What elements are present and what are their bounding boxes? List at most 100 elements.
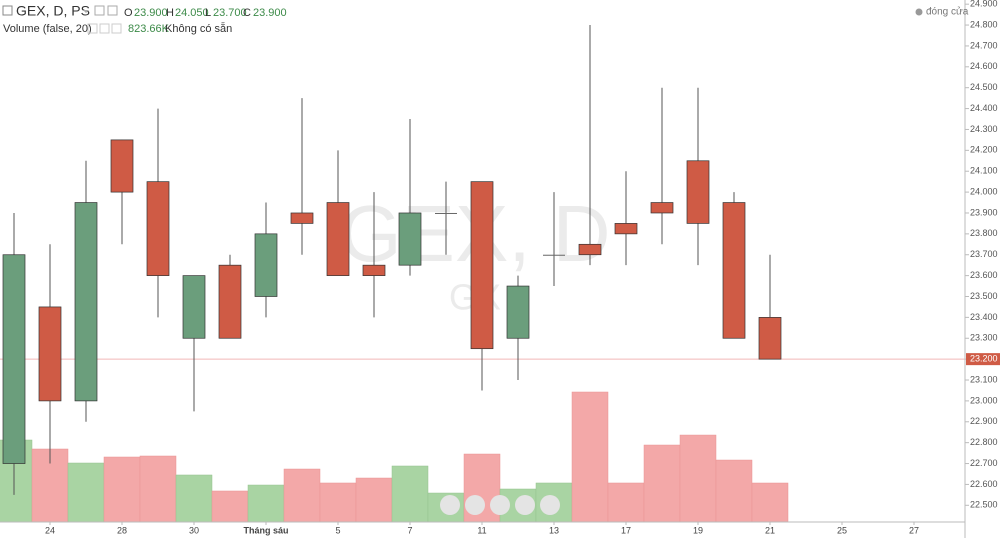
candle-body xyxy=(182,275,206,339)
y-tick-label: 23.700 xyxy=(970,249,998,259)
candle-body xyxy=(110,139,134,193)
caret[interactable] xyxy=(83,10,89,13)
candle-body xyxy=(326,202,350,276)
volume-bar xyxy=(643,444,681,523)
y-tick-label: 23.400 xyxy=(970,312,998,322)
x-tick-label: 28 xyxy=(117,525,127,535)
x-tick-label: 5 xyxy=(335,525,340,535)
candle-body xyxy=(74,202,98,402)
icon[interactable] xyxy=(99,23,110,34)
candle-body xyxy=(362,264,386,276)
legend: GEX, D, PS O 23.900 H 24.050 L 23.700 C … xyxy=(2,3,969,35)
y-tick-label: 23.600 xyxy=(970,270,998,280)
status: đóng cửa xyxy=(926,6,969,18)
label: L xyxy=(205,7,211,19)
volume-bar xyxy=(751,482,789,523)
x-tick-label: 24 xyxy=(45,525,55,535)
candle-body xyxy=(218,264,242,339)
y-tick-label: 23.300 xyxy=(970,333,998,343)
candle-body xyxy=(290,212,314,224)
label: H xyxy=(166,7,174,19)
nav-buttons xyxy=(440,495,560,515)
y-tick-label: 23.500 xyxy=(970,291,998,301)
y-tick-label: 24.500 xyxy=(970,82,998,92)
value: 23.700 xyxy=(213,7,247,19)
volume-bar xyxy=(175,474,213,523)
volume-bar xyxy=(571,391,609,523)
value: 23.900 xyxy=(253,7,287,19)
volume-bar xyxy=(319,482,357,523)
y-tick-label: 22.800 xyxy=(970,437,998,447)
plot xyxy=(0,25,965,523)
candle-body xyxy=(435,212,457,214)
last-price-label: 23.200 xyxy=(970,354,998,364)
volume-bar xyxy=(211,490,249,523)
x-tick-label: 7 xyxy=(407,525,412,535)
candle-body xyxy=(578,243,602,256)
candle-body xyxy=(398,212,422,266)
candle-body xyxy=(38,306,62,402)
volume-note: Không có sẵn xyxy=(165,22,232,35)
volume-bar xyxy=(679,434,717,523)
volume-bar xyxy=(67,462,105,523)
x-tick-label: 19 xyxy=(693,525,703,535)
y-tick-label: 24.600 xyxy=(970,61,998,71)
volume-title: Volume (false, 20) xyxy=(3,23,92,35)
last-price-tag xyxy=(966,353,1000,366)
candle-body xyxy=(722,202,746,339)
volume-bar xyxy=(607,482,645,523)
y-tick-label: 24.700 xyxy=(970,40,998,50)
y-tick-label: 24.400 xyxy=(970,103,998,113)
y-tick-label: 24.800 xyxy=(970,19,998,29)
y-tick-label: 22.700 xyxy=(970,458,998,468)
volume-bar xyxy=(355,477,393,523)
candle-body xyxy=(686,160,710,224)
x-tick-label: 27 xyxy=(909,525,919,535)
x-tick-label: Tháng sáu xyxy=(243,525,288,535)
volume-value: 823.66K xyxy=(128,23,170,35)
candle-body xyxy=(650,202,674,214)
candle-body xyxy=(2,254,26,464)
icon[interactable] xyxy=(94,5,105,16)
volume-bar xyxy=(103,456,141,523)
candle-body xyxy=(146,181,170,276)
volume-bar xyxy=(139,455,177,523)
volume-bar xyxy=(283,468,321,523)
symbol: GEX, D, PS xyxy=(16,3,90,19)
y-tick-label: 23.800 xyxy=(970,228,998,238)
label: C xyxy=(243,7,251,19)
y-tick-label: 22.500 xyxy=(970,500,998,510)
candle-body xyxy=(254,233,278,297)
status-dot xyxy=(915,8,923,16)
candle-body xyxy=(614,223,638,235)
y-tick-label: 24.300 xyxy=(970,124,998,134)
collapse-icon[interactable] xyxy=(2,5,13,16)
volume-bar xyxy=(715,459,753,523)
x-tick-label: 25 xyxy=(837,525,847,535)
scroll-right[interactable] xyxy=(540,495,560,515)
reset[interactable] xyxy=(490,495,510,515)
scroll-left[interactable] xyxy=(440,495,460,515)
y-tick-label: 22.900 xyxy=(970,416,998,426)
volume-bar xyxy=(391,465,429,523)
x-tick-label: 17 xyxy=(621,525,631,535)
candle-body xyxy=(506,285,530,339)
value: 24.050 xyxy=(175,7,209,19)
x-tick-label: 30 xyxy=(189,525,199,535)
candle-body xyxy=(470,181,494,350)
zoom-in[interactable] xyxy=(515,495,535,515)
icon[interactable] xyxy=(87,23,98,34)
zoom-out[interactable] xyxy=(465,495,485,515)
x-tick-label: 13 xyxy=(549,525,559,535)
value: 23.900 xyxy=(134,7,168,19)
icon[interactable] xyxy=(111,23,122,34)
y-tick-label: 24.000 xyxy=(970,186,998,196)
y-tick-label: 22.600 xyxy=(970,479,998,489)
icon[interactable] xyxy=(107,5,118,16)
x-tick-label: 11 xyxy=(477,525,486,535)
candle-body xyxy=(758,317,782,360)
y-tick-label: 24.900 xyxy=(970,0,998,9)
y-tick-label: 23.100 xyxy=(970,374,998,384)
y-tick-label: 24.100 xyxy=(970,166,998,176)
